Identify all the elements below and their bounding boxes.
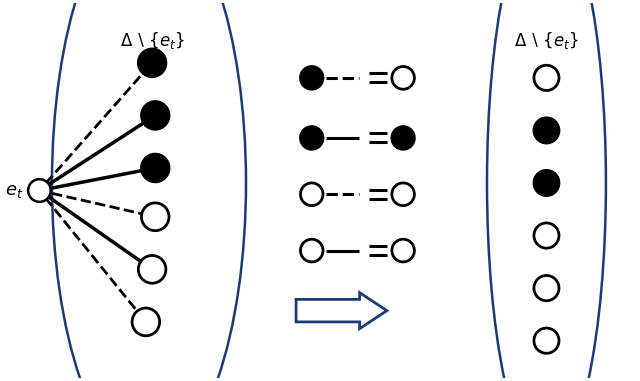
Ellipse shape	[300, 67, 323, 89]
Ellipse shape	[392, 126, 414, 149]
Ellipse shape	[141, 203, 169, 231]
Ellipse shape	[28, 179, 51, 202]
Ellipse shape	[392, 183, 414, 206]
Text: $e_t$: $e_t$	[5, 181, 24, 200]
FancyArrow shape	[296, 293, 387, 329]
Ellipse shape	[141, 154, 169, 182]
Ellipse shape	[534, 170, 559, 195]
Text: $\Delta \setminus \{e_t\}$: $\Delta \setminus \{e_t\}$	[120, 30, 184, 51]
Ellipse shape	[132, 308, 159, 336]
Text: $\Delta \setminus \{e_t\}$: $\Delta \setminus \{e_t\}$	[514, 30, 579, 51]
Ellipse shape	[534, 118, 559, 143]
Ellipse shape	[534, 65, 559, 90]
Ellipse shape	[141, 101, 169, 129]
Ellipse shape	[300, 183, 323, 206]
Ellipse shape	[534, 275, 559, 301]
Ellipse shape	[300, 239, 323, 262]
Ellipse shape	[534, 223, 559, 248]
Ellipse shape	[534, 328, 559, 353]
Ellipse shape	[392, 67, 414, 89]
Ellipse shape	[300, 126, 323, 149]
Ellipse shape	[138, 49, 166, 77]
Ellipse shape	[392, 239, 414, 262]
Ellipse shape	[138, 256, 166, 283]
